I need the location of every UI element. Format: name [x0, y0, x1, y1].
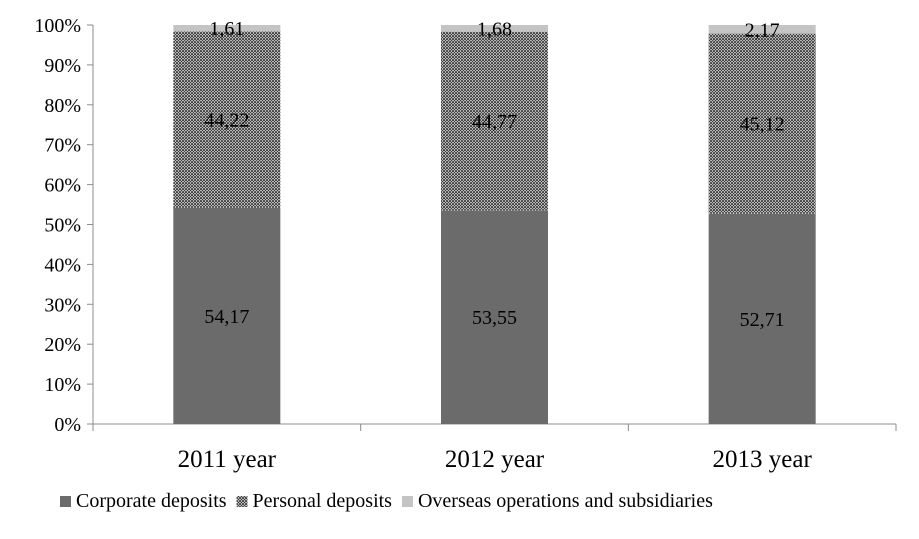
legend-swatch: [401, 496, 413, 507]
legend-swatch: [236, 496, 248, 507]
y-tick-label: 60%: [44, 175, 81, 197]
y-tick-label: 30%: [44, 294, 81, 316]
bar-segment-personal-deposits: [441, 31, 548, 211]
data-label: 45,12: [740, 114, 785, 136]
legend-label: Corporate deposits: [76, 490, 227, 512]
y-tick-label: 50%: [44, 215, 81, 237]
y-tick-label: 20%: [44, 334, 81, 356]
y-tick-label: 70%: [44, 135, 81, 157]
y-tick-label: 10%: [44, 374, 81, 396]
legend-label: Overseas operations and subsidiaries: [418, 490, 713, 512]
data-label: 53,55: [472, 307, 517, 329]
legend-entry: Personal deposits: [236, 490, 393, 512]
data-label: 1,68: [477, 18, 512, 40]
data-label: 1,61: [209, 18, 244, 40]
y-tick-label: 0%: [54, 414, 81, 436]
legend-label: Personal deposits: [253, 490, 393, 512]
legend: Corporate deposits Personal deposits Overs…: [60, 490, 713, 512]
bar-segment-corporate-deposits: [173, 207, 281, 424]
y-tick-label: 40%: [44, 254, 81, 276]
bar-segment-overseas-operations-and-subsidiaries: [708, 25, 816, 34]
bar-segment-overseas-operations-and-subsidiaries: [441, 25, 548, 32]
data-label: 44,77: [472, 111, 517, 133]
data-label: 44,22: [204, 110, 249, 132]
bars: [173, 25, 816, 424]
legend-entry: Corporate deposits: [60, 490, 227, 512]
bar-segment-corporate-deposits: [708, 213, 816, 424]
x-category-label: 2013 year: [713, 446, 813, 473]
bar-segment-overseas-operations-and-subsidiaries: [173, 25, 281, 32]
y-tick-label: 90%: [44, 55, 81, 77]
data-label: 52,71: [740, 309, 785, 331]
data-labels: 54,17 44,22 1,61 53,55 44,77 1,68 52,71 45,12 2,…: [204, 18, 784, 331]
legend-entry: Overseas operations and subsidiaries: [401, 490, 713, 512]
bar-segment-personal-deposits: [173, 31, 281, 208]
legend-swatch: [60, 496, 71, 507]
bar-segment-corporate-deposits: [441, 210, 548, 424]
y-tick-label: 100%: [34, 15, 81, 37]
data-label: 2,17: [745, 19, 780, 41]
data-label: 54,17: [204, 306, 249, 328]
x-category-label: 2011 year: [178, 446, 277, 473]
bar-segment-personal-deposits: [708, 33, 816, 214]
y-tick-label: 80%: [44, 95, 81, 117]
x-category-label: 2012 year: [445, 446, 545, 473]
